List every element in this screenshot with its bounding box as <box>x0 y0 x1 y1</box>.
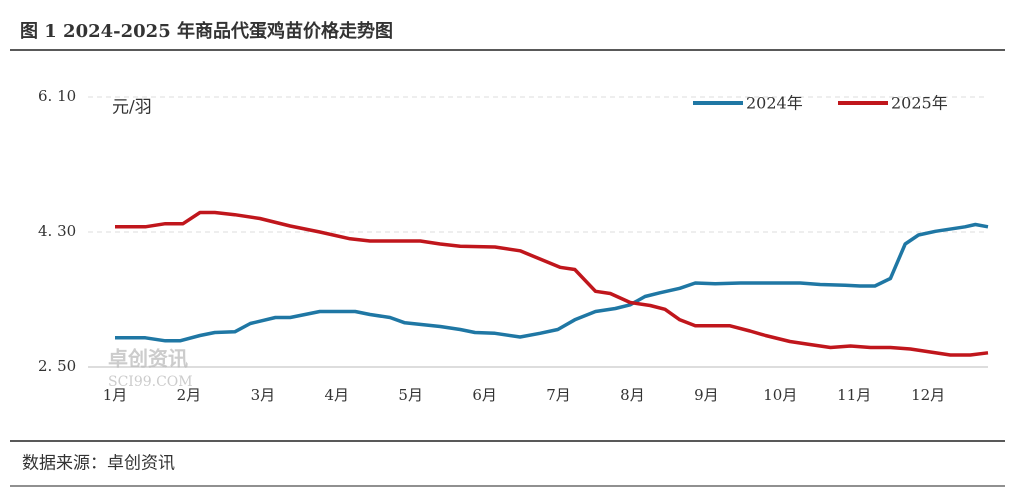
source: 数据来源：卓创资讯 <box>22 454 175 474</box>
x-tick-label: 9月 <box>694 386 719 404</box>
x-tick-label: 10月 <box>763 386 797 404</box>
x-tick-label: 1月 <box>103 386 128 404</box>
x-tick-label: 5月 <box>398 386 423 404</box>
y-tick-label: 6. 10 <box>38 87 76 105</box>
x-tick-label: 7月 <box>546 386 571 404</box>
x-tick-label: 4月 <box>324 386 349 404</box>
x-tick-label: 2月 <box>177 386 202 404</box>
x-tick-label: 3月 <box>251 386 276 404</box>
legend-label: 2025年 <box>891 94 948 113</box>
x-tick-label: 6月 <box>472 386 497 404</box>
y-axis-label: 元/羽 <box>112 98 152 118</box>
watermark: SCI99.COM <box>108 374 193 390</box>
series-line <box>115 222 989 343</box>
y-tick-label: 4. 30 <box>38 222 76 240</box>
legend-label: 2024年 <box>746 94 803 113</box>
x-tick-label: 11月 <box>837 386 871 404</box>
x-tick-label: 12月 <box>911 386 945 404</box>
y-tick-label: 2. 50 <box>38 357 76 375</box>
series-line <box>115 210 989 357</box>
x-tick-label: 8月 <box>620 386 645 404</box>
chart-title: 图 1 2024-2025 年商品代蛋鸡苗价格走势图 <box>20 20 393 42</box>
